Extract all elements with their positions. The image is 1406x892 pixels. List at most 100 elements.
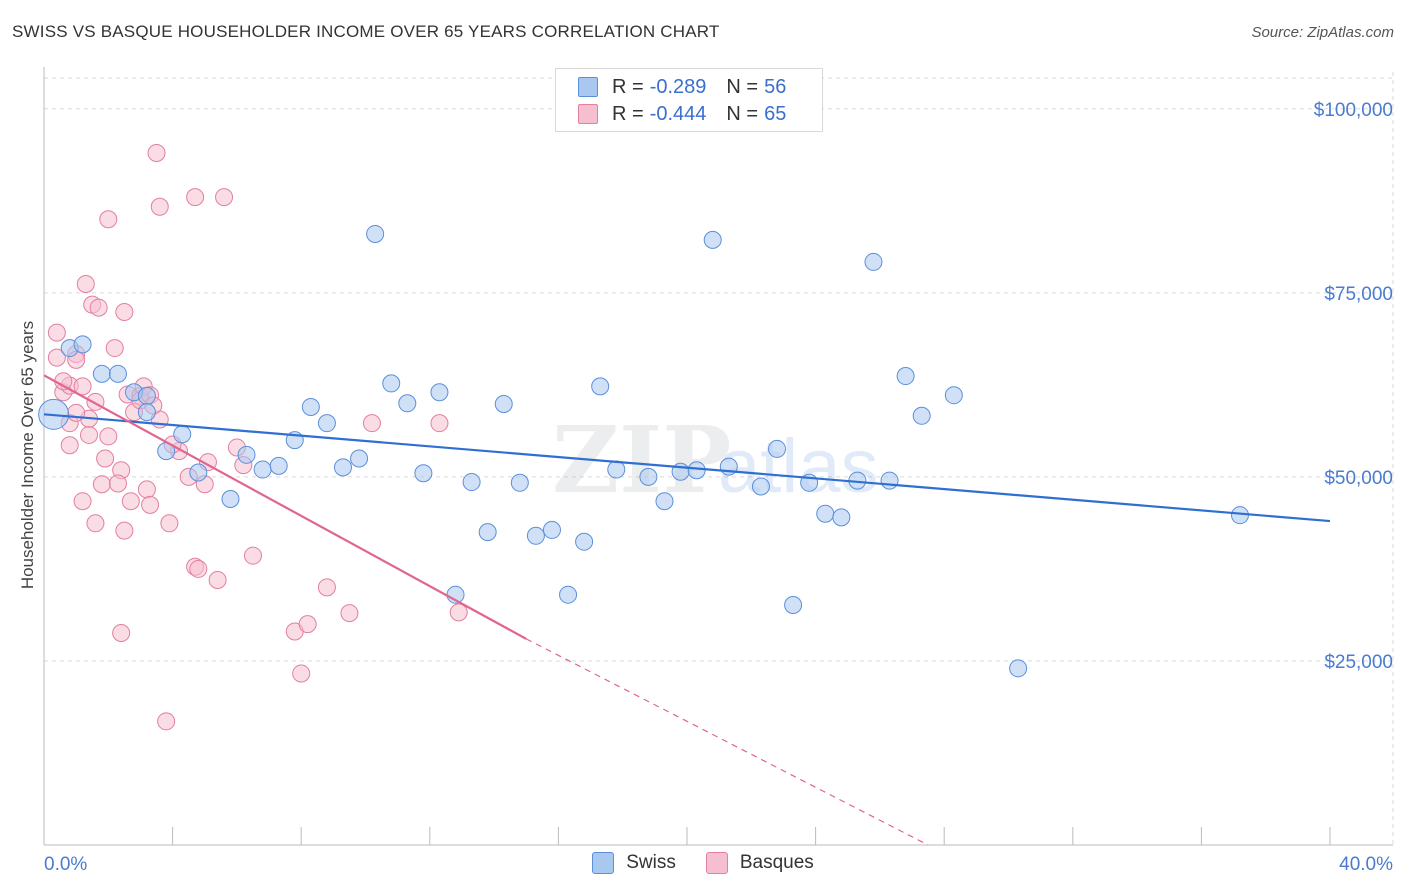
basques-point <box>115 302 134 321</box>
swiss-point <box>510 473 529 492</box>
basques-point <box>99 427 118 446</box>
trendlines <box>43 374 1331 846</box>
swiss-swatch <box>578 77 598 97</box>
swiss-point <box>237 445 256 464</box>
basques-r-value: -0.444 <box>649 102 707 125</box>
basques-point <box>67 403 86 422</box>
swiss-point <box>575 532 594 551</box>
swiss-point <box>591 377 610 396</box>
swiss-point <box>317 414 336 433</box>
basques-point <box>89 298 108 317</box>
basques-point <box>317 578 336 597</box>
basques-points <box>47 143 468 731</box>
y-tick-label: $25,000 <box>1324 652 1393 673</box>
basques-point <box>186 188 205 207</box>
basques-point <box>430 414 449 433</box>
basques-point <box>80 425 99 444</box>
swiss-point <box>944 386 963 405</box>
swiss-point <box>430 383 449 402</box>
basques-point <box>157 712 176 731</box>
swiss-point <box>559 585 578 604</box>
basques-swatch <box>578 104 598 124</box>
swiss-point <box>494 395 513 414</box>
swiss-point <box>462 473 481 492</box>
basques-point <box>86 514 105 533</box>
basques-point <box>105 339 124 358</box>
swiss-point <box>864 252 883 271</box>
watermark: ZIP atlas <box>552 406 879 514</box>
basques-point <box>73 492 92 511</box>
basques-point <box>47 323 66 342</box>
swiss-point <box>703 230 722 249</box>
swiss-r-value: -0.289 <box>649 75 707 98</box>
basques-point <box>47 348 66 367</box>
swiss-point <box>333 458 352 477</box>
swiss-r-label: R = <box>612 75 644 98</box>
swiss-point <box>301 397 320 416</box>
swiss-n-label: N = <box>726 75 759 98</box>
basques-n-value: 65 <box>764 102 787 125</box>
legend-row-basques: R = -0.444 N = 65 <box>578 102 786 126</box>
swiss-point <box>526 526 545 545</box>
basques-point <box>108 474 127 493</box>
legend-item-swiss[interactable]: Swiss <box>592 852 676 874</box>
swiss-point <box>73 335 92 354</box>
swiss-point <box>542 520 561 539</box>
swiss-point <box>366 224 385 243</box>
swiss-point <box>768 439 787 458</box>
swiss-point <box>655 492 674 511</box>
basques-legend-label: Basques <box>739 852 814 873</box>
y-tick-label: $50,000 <box>1324 468 1393 489</box>
swiss-n-value: 56 <box>764 75 787 98</box>
swiss-point <box>784 596 803 615</box>
y-tick-label: $100,000 <box>1314 100 1393 121</box>
basques-point <box>208 570 227 589</box>
basques-point <box>54 372 73 391</box>
basques-trendline-extension <box>525 638 929 846</box>
swiss-point <box>350 449 369 468</box>
swiss-point <box>1009 659 1028 678</box>
basques-point <box>189 559 208 578</box>
swiss-legend-swatch <box>592 852 615 874</box>
x-tick-label: 0.0% <box>44 854 87 875</box>
source-credit: Source: ZipAtlas.com <box>1251 24 1394 41</box>
chart-title: SWISS VS BASQUE HOUSEHOLDER INCOME OVER … <box>12 22 720 41</box>
swiss-point <box>92 364 111 383</box>
basques-point <box>137 480 156 499</box>
swiss-point <box>137 403 156 422</box>
basques-point <box>215 188 234 207</box>
swiss-point <box>108 364 127 383</box>
basques-point <box>160 514 179 533</box>
basques-r-label: R = <box>612 102 644 125</box>
swiss-trendline <box>43 413 1331 523</box>
swiss-point <box>478 523 497 542</box>
basques-point <box>92 475 111 494</box>
legend-item-basques[interactable]: Basques <box>705 852 814 874</box>
x-tick-label: 40.0% <box>1339 854 1393 875</box>
swiss-point <box>607 460 626 479</box>
basques-point <box>243 546 262 565</box>
legend-row-swiss: R = -0.289 N = 56 <box>578 75 786 99</box>
basques-point <box>150 197 169 216</box>
swiss-point <box>269 456 288 475</box>
basques-point <box>340 604 359 623</box>
basques-point <box>99 210 118 229</box>
basques-point <box>362 414 381 433</box>
swiss-point <box>751 477 770 496</box>
tick-labels: $25,000 $50,000 $75,000 $100,000 0.0% 40.0% <box>44 100 1393 875</box>
basques-point <box>115 521 134 540</box>
basques-point <box>147 143 166 162</box>
swiss-point <box>912 406 931 425</box>
swiss-point <box>382 374 401 393</box>
swiss-point <box>687 461 706 480</box>
basques-point <box>449 603 468 622</box>
basques-point <box>73 377 92 396</box>
swiss-legend-label: Swiss <box>626 852 676 873</box>
series-legend: Swiss Basques <box>0 852 1406 874</box>
swiss-point <box>221 489 240 508</box>
swiss-point <box>414 464 433 483</box>
basques-legend-swatch <box>705 852 728 874</box>
basques-point <box>298 615 317 634</box>
swiss-point <box>896 367 915 386</box>
